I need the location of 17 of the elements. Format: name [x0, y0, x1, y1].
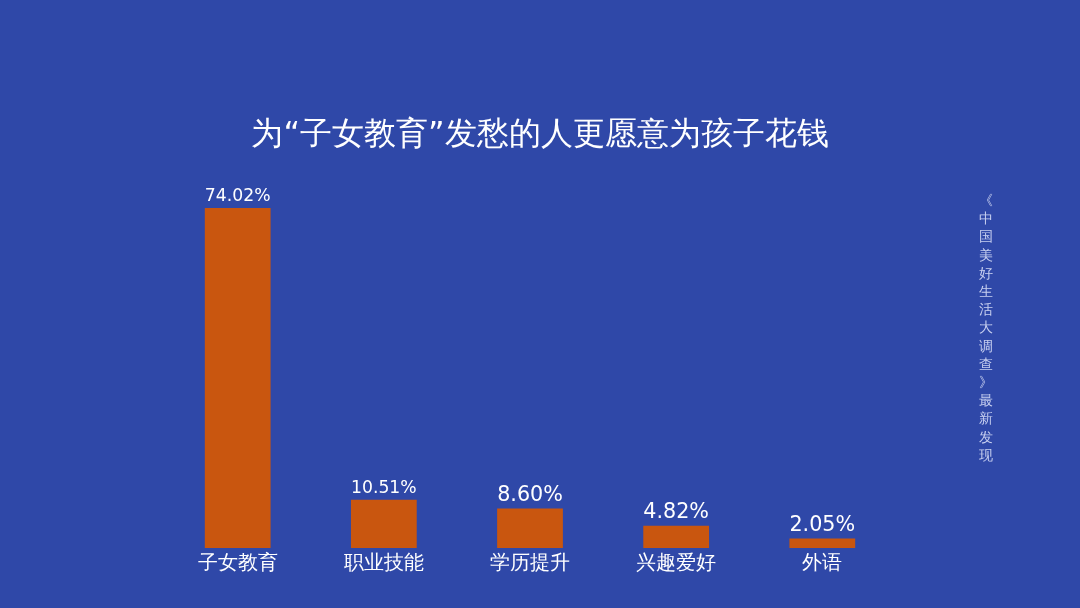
data-label: 4.82%: [643, 499, 710, 524]
data-label: 8.60%: [497, 481, 563, 506]
data-label: 10.51%: [350, 476, 417, 497]
bar: [204, 207, 271, 548]
chart-title: 为“子女教育”发愁的人更愿意为孩子花钱: [251, 114, 829, 152]
data-label: 74.02%: [204, 184, 271, 205]
bar: [350, 499, 417, 548]
x-tick-label: 职业技能: [343, 550, 424, 574]
x-tick-label: 子女教育: [197, 550, 278, 574]
x-tick-label: 学历提升: [490, 550, 570, 574]
bar: [497, 508, 563, 548]
bar: [789, 538, 856, 548]
bar: [643, 525, 710, 548]
x-tick-label: 外语: [802, 550, 843, 574]
data-label: 2.05%: [789, 511, 856, 536]
text: 《中国美好生活大调查》最新发现: [979, 192, 993, 463]
x-tick-label: 兴趣爱好: [636, 550, 717, 574]
